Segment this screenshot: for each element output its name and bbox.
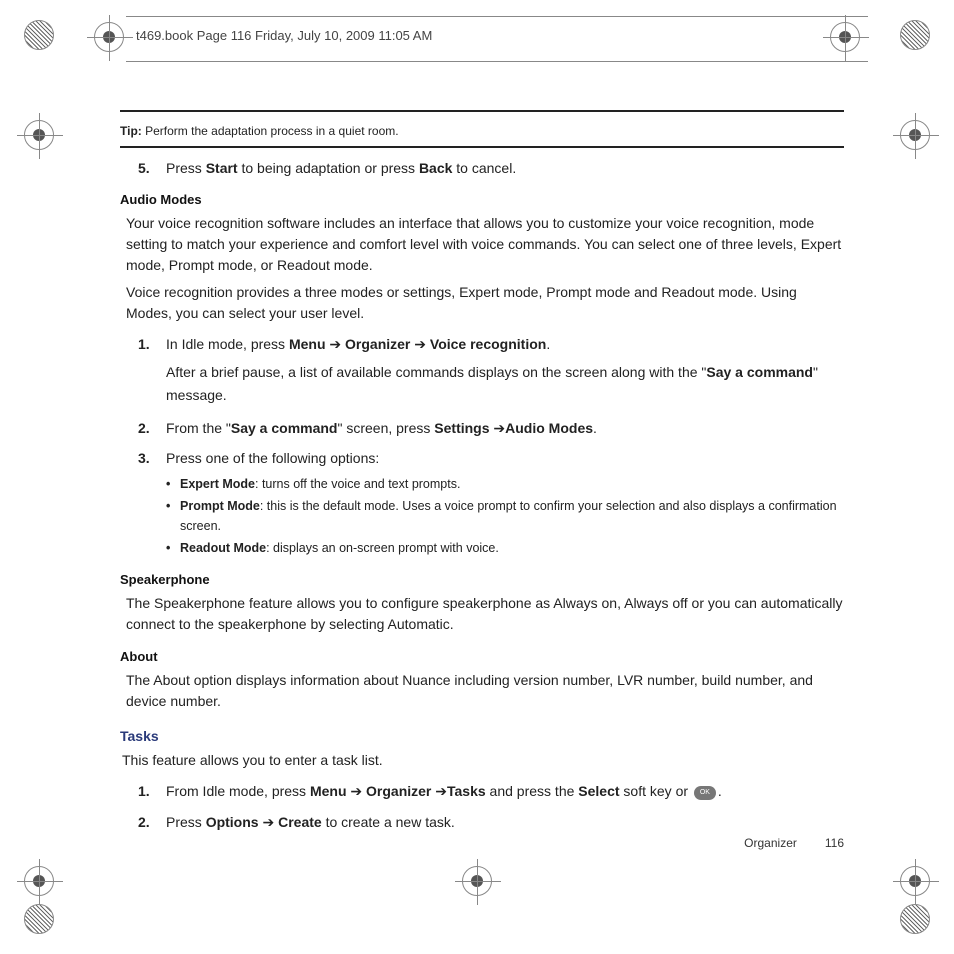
crop-mark-right-lower (900, 866, 930, 896)
footer-label: Organizer (744, 836, 797, 850)
crop-mark-left-upper (24, 120, 54, 150)
step-text: Press Options ➔ Create to create a new t… (166, 812, 844, 832)
step-num: 2. (138, 418, 166, 438)
step-text: From the "Say a command" screen, press S… (166, 418, 844, 438)
heading-speakerphone: Speakerphone (120, 572, 844, 587)
crop-mark-tl (24, 20, 54, 50)
tasks-intro: This feature allows you to enter a task … (122, 750, 844, 771)
step-num: 2. (138, 812, 166, 832)
header-text: t469.book Page 116 Friday, July 10, 2009… (136, 28, 432, 43)
tip-text: Perform the adaptation process in a quie… (142, 124, 399, 138)
step-text: In Idle mode, press Menu ➔ Organizer ➔ V… (166, 334, 844, 408)
audio-para-1: Your voice recognition software includes… (126, 213, 844, 276)
heading-about: About (120, 649, 844, 664)
speakerphone-para: The Speakerphone feature allows you to c… (126, 593, 844, 635)
heading-tasks: Tasks (120, 728, 844, 744)
crop-mark-bottom-center (462, 866, 492, 896)
step-num: 1. (138, 334, 166, 408)
step-num: 5. (138, 158, 166, 178)
tasks-step-2: 2. Press Options ➔ Create to create a ne… (138, 812, 844, 832)
footer-page: 116 (825, 836, 844, 850)
ok-icon: OK (694, 786, 716, 800)
bullet-list: • Expert Mode: turns off the voice and t… (166, 475, 844, 559)
step-num: 3. (138, 448, 166, 468)
tip-label: Tip: (120, 124, 142, 138)
page-footer: Organizer 116 (744, 836, 844, 850)
step-5: 5. Press Start to being adaptation or pr… (138, 158, 844, 178)
page-content: Tip: Perform the adaptation process in a… (120, 110, 844, 838)
tasks-step-1: 1. From Idle mode, press Menu ➔ Organize… (138, 781, 844, 801)
heading-audio-modes: Audio Modes (120, 192, 844, 207)
step-num: 1. (138, 781, 166, 801)
tip-box: Tip: Perform the adaptation process in a… (120, 114, 844, 146)
audio-para-2: Voice recognition provides a three modes… (126, 282, 844, 324)
crop-mark-bl (24, 904, 54, 934)
crop-mark-left-lower (24, 866, 54, 896)
print-header: t469.book Page 116 Friday, July 10, 2009… (72, 16, 922, 62)
step-text: Press Start to being adaptation or press… (166, 158, 844, 178)
step-text: From Idle mode, press Menu ➔ Organizer ➔… (166, 781, 844, 801)
step-text: Press one of the following options: (166, 448, 844, 468)
audio-step-1: 1. In Idle mode, press Menu ➔ Organizer … (138, 334, 844, 408)
crop-mark-br (900, 904, 930, 934)
about-para: The About option displays information ab… (126, 670, 844, 712)
audio-step-2: 2. From the "Say a command" screen, pres… (138, 418, 844, 438)
bullet-expert: • Expert Mode: turns off the voice and t… (166, 475, 844, 494)
bullet-readout: • Readout Mode: displays an on-screen pr… (166, 539, 844, 558)
bullet-prompt: • Prompt Mode: this is the default mode.… (166, 497, 844, 536)
audio-step-3: 3. Press one of the following options: (138, 448, 844, 468)
crop-mark-right-upper (900, 120, 930, 150)
